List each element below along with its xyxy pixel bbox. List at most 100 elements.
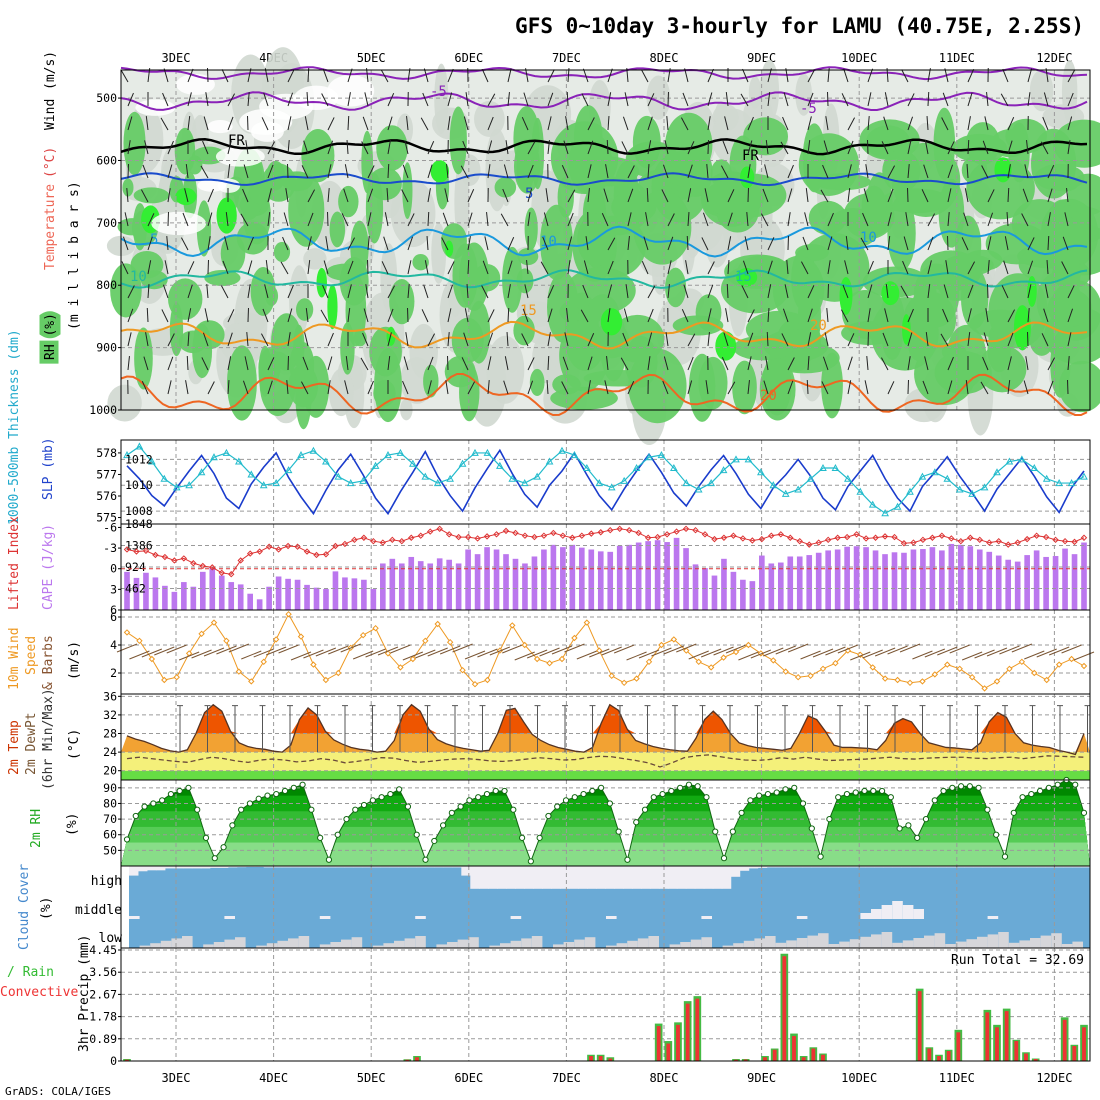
wind-barb (707, 332, 710, 347)
rh-marker (167, 790, 174, 798)
rh-marker (1080, 809, 1088, 816)
upper-ticklabel: 600 (96, 153, 117, 167)
wind-speed-marker (285, 610, 292, 618)
upper-ylabel-windunit: (m/s) (43, 51, 58, 90)
rh-green-blob (632, 115, 661, 169)
wind-barb (683, 284, 689, 299)
wind-barb-10m (763, 647, 784, 657)
thickness-marker (259, 481, 268, 489)
rh-ticklabel: 80 (103, 796, 117, 810)
wind-barb (1022, 188, 1029, 203)
wind-speed-marker (931, 671, 939, 678)
wind-speed-marker (695, 658, 702, 666)
cloud-low-bar (319, 944, 331, 948)
wind-barb (387, 93, 395, 107)
wind-barb (686, 235, 689, 251)
wind-barb (827, 212, 834, 227)
thickness-marker (309, 446, 318, 454)
rh-marker (606, 800, 613, 807)
cloud-high-bar (856, 866, 866, 868)
precip-convective-bar (1014, 1041, 1019, 1061)
wind-barb-10m (129, 650, 150, 660)
wind-speed-marker (720, 654, 727, 661)
bottom-day-label: 3DEC (162, 1071, 191, 1085)
wind-barb-10m (949, 644, 970, 654)
wind-barb (687, 141, 695, 155)
cloud-low-bar (1019, 940, 1030, 948)
wind-barb (402, 164, 409, 179)
wind-barb (341, 213, 349, 227)
wind-speed-marker (745, 641, 752, 649)
wind-speed-marker (335, 669, 342, 677)
li-marker (919, 536, 927, 544)
thickness-marker (980, 483, 989, 491)
rh-green-blob (261, 163, 296, 202)
cloud-low-bar (924, 935, 935, 948)
wind-barb (163, 68, 169, 83)
rh-ylabel: 2m RH (29, 809, 44, 848)
wind-barb (687, 333, 696, 347)
cloud-low-bar (606, 945, 617, 948)
cloud-low-bar (457, 939, 469, 948)
wind-barb (820, 189, 829, 203)
wind-barb (427, 380, 432, 395)
rh-marker (352, 806, 359, 813)
wind-barb (721, 357, 729, 371)
wind-barb (843, 68, 849, 83)
rh-marker (413, 831, 420, 838)
upper-ylabel-rh: RH (%) (43, 313, 58, 360)
wind-barb (247, 284, 251, 299)
li-marker (588, 530, 595, 537)
cloud-low-bar (1072, 941, 1083, 948)
cape-bar (181, 582, 187, 610)
li-marker (853, 531, 860, 538)
wind-barb (880, 357, 889, 371)
rh-green-blob (540, 204, 573, 280)
cloud-high-bar (1027, 866, 1037, 868)
cloud-high-bar (802, 866, 813, 868)
precip-ticklabel: 0.89 (89, 1032, 117, 1046)
rh-marker (1054, 781, 1061, 788)
li-marker (332, 542, 339, 550)
thickness-marker (620, 476, 628, 484)
wind-barb (304, 116, 309, 131)
wind-barb (187, 284, 193, 299)
wind-barb (387, 140, 391, 155)
wind-barb (267, 212, 271, 227)
thickness-marker (595, 479, 604, 487)
wind-barb-10m (850, 651, 871, 661)
wind-barb (367, 212, 372, 227)
wind-barb (666, 116, 669, 131)
wind-barb (564, 332, 569, 347)
wind-barb (681, 309, 689, 323)
wind-barb (921, 189, 929, 203)
rh-marker (238, 806, 245, 813)
thickness-marker (1030, 463, 1039, 471)
cloud-low-bar (945, 944, 956, 948)
li-marker (123, 546, 131, 553)
wind-barb (824, 332, 829, 347)
wind-barb (727, 236, 732, 251)
thickness-marker (433, 479, 442, 487)
wind-barb (1067, 308, 1074, 323)
cape-bar (237, 584, 244, 610)
wind-barb (447, 284, 454, 299)
cloud-high-bar (164, 866, 175, 869)
cloud-low-bar (690, 939, 702, 948)
wind-barb (822, 356, 829, 371)
wind-barb-10m (974, 649, 995, 659)
rh-marker (975, 784, 982, 791)
wind-barb (580, 309, 589, 323)
wind-barb-10m (315, 647, 337, 657)
wind-barb-10m (290, 651, 312, 661)
temp-ticklabel: 36 (103, 689, 117, 703)
wind-ticklabel: 2 (110, 666, 117, 680)
wind-barb-10m (415, 649, 436, 659)
wind-barb (982, 356, 989, 371)
wind-speed-marker (123, 629, 131, 636)
wind-barb-10m (601, 646, 622, 656)
cloud-high-bar (479, 866, 489, 889)
cloud-level-middle: middle (75, 903, 122, 918)
wind-speed-marker (546, 659, 553, 667)
